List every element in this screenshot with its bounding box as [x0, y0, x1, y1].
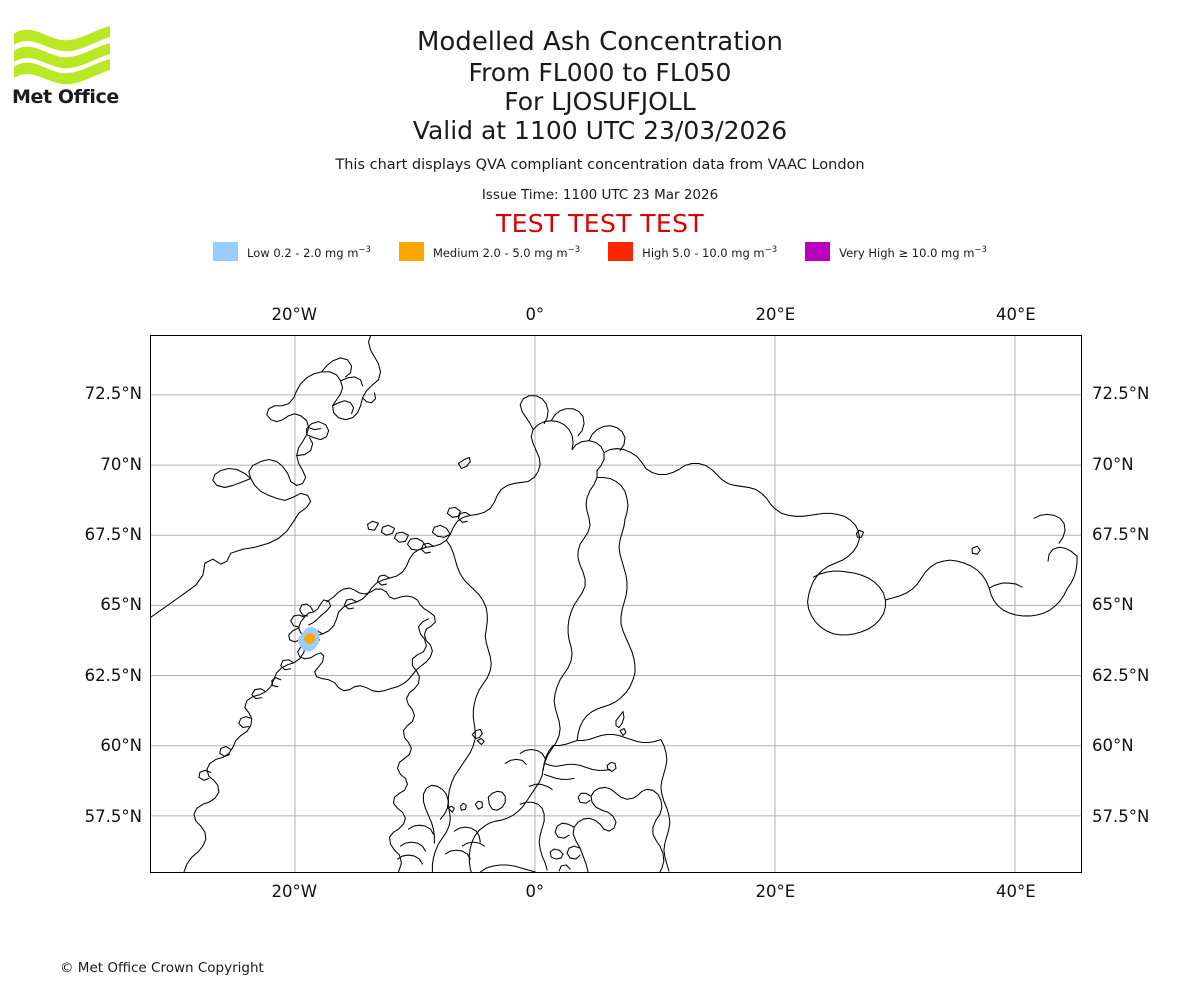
legend-label-medium: Medium 2.0 - 5.0 mg m−3 [432, 244, 581, 260]
map-coastlines [151, 336, 1078, 872]
test-banner: TEST TEST TEST [495, 209, 705, 238]
lat-tick-right-2: 67.5°N [1092, 524, 1150, 544]
legend-swatch-very-high [805, 241, 831, 261]
lon-tick-top-0: 20°W [271, 305, 318, 324]
met-office-logo-text: Met Office [12, 86, 119, 108]
lat-tick-left-3: 65°N [100, 595, 142, 615]
lat-tick-left-1: 70°N [100, 454, 142, 474]
page-title: Modelled Ash Concentration [416, 27, 784, 57]
copyright-notice: © Met Office Crown Copyright [60, 960, 264, 976]
map-canvas [151, 336, 1081, 872]
lon-tick-bottom-1: 0° [525, 882, 545, 901]
legend-label-low: Low 0.2 - 2.0 mg m−3 [247, 244, 371, 260]
chart-header: Modelled Ash Concentration From FL000 to… [130, 26, 1070, 238]
met-office-logo: Met Office [10, 24, 128, 112]
lon-tick-top-1: 0° [525, 305, 545, 324]
lon-tick-top-2: 20°E [755, 305, 796, 324]
ash-plume-overlay [297, 626, 320, 652]
lat-tick-right-3: 65°N [1092, 595, 1134, 615]
lon-tick-top-3: 40°E [996, 305, 1036, 324]
legend-item-very-high: Very High ≥ 10.0 mg m−3 [805, 241, 987, 261]
lon-tick-bottom-2: 20°E [755, 882, 796, 901]
flight-level-line: From FL000 to FL050 [468, 58, 732, 87]
legend-label-very-high: Very High ≥ 10.0 mg m−3 [839, 244, 987, 260]
lon-tick-bottom-0: 20°W [271, 882, 318, 901]
lat-tick-right-5: 60°N [1092, 736, 1134, 756]
legend-swatch-high [608, 241, 634, 261]
lon-tick-bottom-3: 40°E [996, 882, 1036, 901]
map-plot-area[interactable] [150, 335, 1082, 873]
volcano-name-line: For LJOSUFJOLL [504, 87, 696, 116]
valid-time-line: Valid at 1100 UTC 23/03/2026 [412, 116, 788, 145]
lat-tick-left-6: 57.5°N [84, 806, 142, 826]
met-office-wave-icon [14, 26, 110, 85]
lat-tick-left-5: 60°N [100, 736, 142, 756]
concentration-legend: Low 0.2 - 2.0 mg m−3 Medium 2.0 - 5.0 mg… [150, 240, 1050, 262]
map-gridlines [151, 336, 1081, 872]
lat-tick-left-0: 72.5°N [84, 384, 142, 404]
legend-swatch-medium [398, 241, 424, 261]
legend-item-low: Low 0.2 - 2.0 mg m−3 [213, 241, 371, 261]
lat-tick-right-6: 57.5°N [1092, 806, 1150, 826]
lat-tick-left-2: 67.5°N [84, 524, 142, 544]
legend-label-high: High 5.0 - 10.0 mg m−3 [642, 244, 778, 260]
lat-tick-left-4: 62.5°N [84, 665, 142, 685]
lat-tick-right-1: 70°N [1092, 454, 1134, 474]
legend-swatch-low [213, 241, 239, 261]
legend-item-medium: Medium 2.0 - 5.0 mg m−3 [398, 241, 581, 261]
issue-time-label: Issue Time: 1100 UTC 23 Mar 2026 [481, 187, 719, 203]
lat-tick-right-4: 62.5°N [1092, 665, 1150, 685]
lat-tick-right-0: 72.5°N [1092, 384, 1150, 404]
chart-subtitle: This chart displays QVA compliant concen… [335, 157, 865, 173]
ash-plume-medium [303, 632, 316, 644]
legend-item-high: High 5.0 - 10.0 mg m−3 [608, 241, 778, 261]
